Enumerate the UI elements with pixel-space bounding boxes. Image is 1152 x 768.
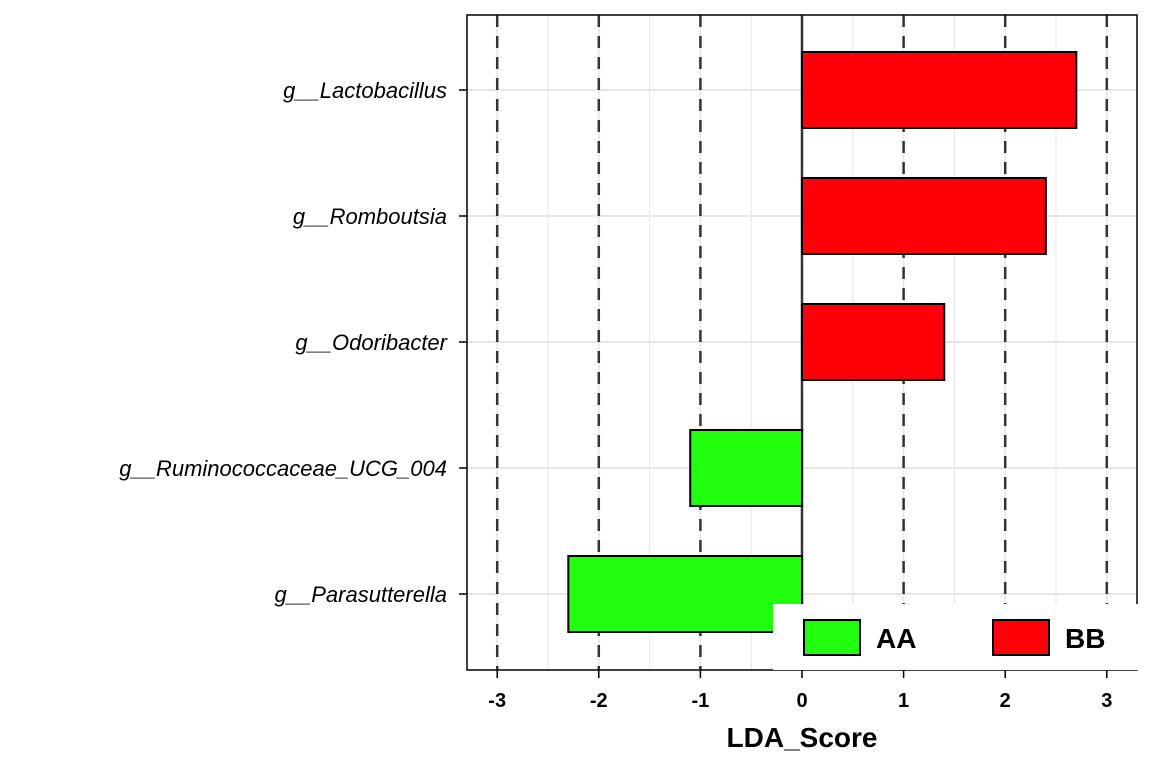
legend-swatch-aa: [803, 619, 861, 656]
category-labels: g__Lactobacillus g__Romboutsia g__Odoribac…: [119, 78, 467, 607]
bar-bb: [801, 177, 1047, 255]
x-tick-label: 1: [898, 690, 909, 712]
bars: [567, 51, 1078, 633]
x-tick-label: -3: [488, 690, 506, 712]
legend-label-bb: BB: [1065, 623, 1105, 654]
category-label: g__Parasutterella: [275, 582, 447, 607]
category-label: g__Lactobacillus: [283, 78, 447, 103]
legend-swatch-bb: [992, 619, 1050, 656]
bar-bb: [801, 303, 946, 381]
bar-aa: [567, 555, 803, 633]
x-axis-title: LDA_Score: [727, 722, 878, 753]
bar-bb: [801, 51, 1078, 129]
x-tick-label: 3: [1101, 690, 1112, 712]
x-tick-label: -1: [692, 690, 710, 712]
category-label: g__Ruminococcaceae_UCG_004: [119, 456, 447, 481]
x-tick-label: 2: [1000, 690, 1011, 712]
category-label: g__Odoribacter: [295, 330, 448, 355]
legend: AA BB: [773, 604, 1138, 670]
category-label: g__Romboutsia: [293, 204, 447, 229]
x-tick-label: -2: [590, 690, 608, 712]
legend-label-aa: AA: [876, 623, 916, 654]
x-axis-ticks: -3 -2 -1 0 1 2 3: [488, 670, 1112, 712]
bar-aa: [689, 429, 803, 507]
x-tick-label: 0: [796, 690, 807, 712]
